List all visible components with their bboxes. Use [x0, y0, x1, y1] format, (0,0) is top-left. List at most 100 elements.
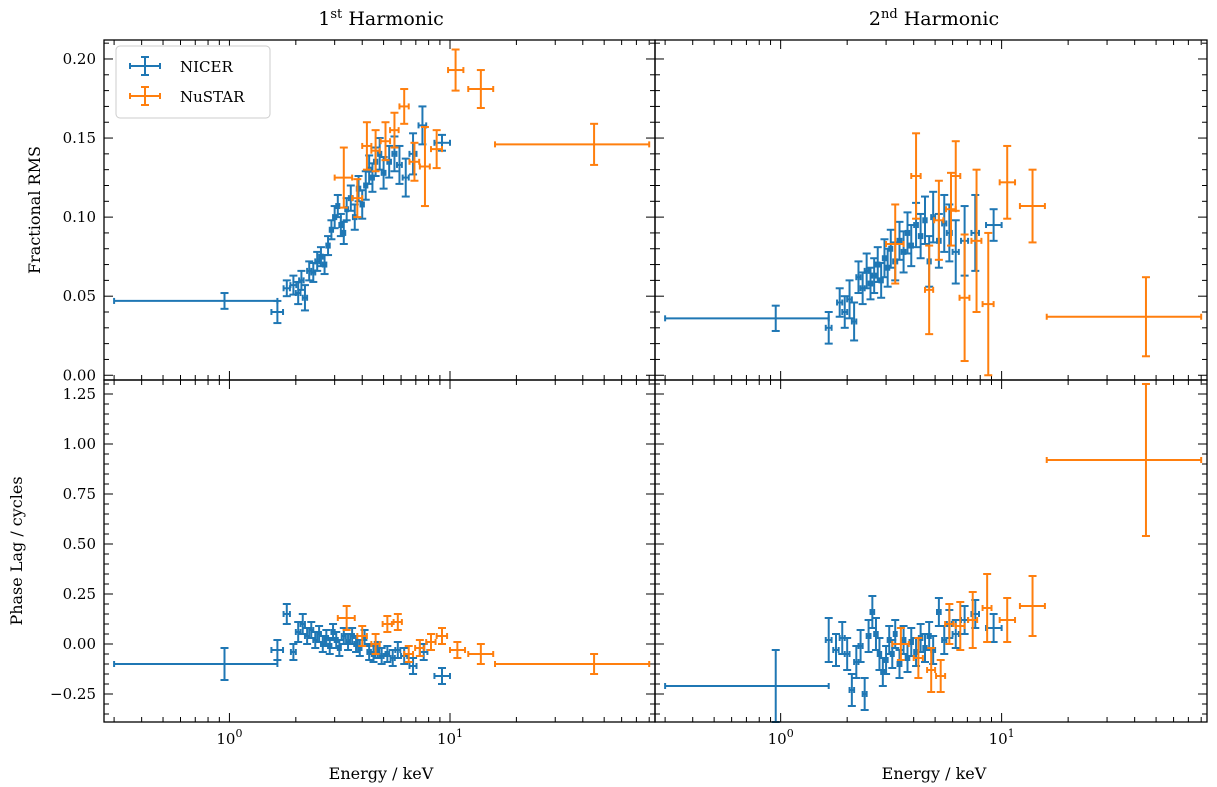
data-point-nustar: [467, 69, 495, 109]
data-point-nicer: [298, 613, 307, 635]
data-point-nustar: [336, 605, 356, 631]
data-point-nicer: [864, 619, 873, 653]
x-tick-label: 100: [768, 727, 794, 748]
data-point-nustar: [981, 573, 993, 643]
data-point-nicer: [282, 603, 291, 625]
data-point-nicer: [383, 645, 392, 663]
data-point-nustar: [351, 178, 364, 219]
panel-rms-first-harmonic: 0.00 0.05 0.10 0.15 0.20: [63, 39, 656, 384]
data-point-nustar: [467, 643, 495, 665]
data-point-nicer: [365, 643, 374, 661]
data-point-nicer: [358, 189, 367, 220]
data-point-nustar: [891, 627, 910, 661]
data-point-nustar: [381, 615, 393, 633]
data-point-nicer: [297, 269, 306, 291]
data-point-nicer: [882, 645, 891, 675]
xlabel-right: Energy / keV: [882, 764, 987, 783]
data-point-nustar: [392, 613, 403, 631]
axes-frame: [654, 379, 1208, 723]
y-tick-label: −0.25: [50, 685, 96, 703]
legend: NICER NuSTAR: [115, 45, 271, 119]
y-tick-label: 0.00: [63, 366, 96, 384]
data-point-nicer: [843, 637, 852, 671]
x-tick-label: 101: [989, 727, 1015, 748]
data-point-nicer: [401, 157, 410, 198]
data-point-nicer: [335, 639, 344, 657]
data-point-nicer: [862, 252, 871, 290]
data-point-nicer: [824, 311, 833, 345]
data-point-nicer: [970, 193, 981, 272]
data-point-nicer: [866, 266, 875, 301]
data-point-nicer: [895, 649, 904, 679]
data-point-nustar: [425, 633, 437, 651]
data-point-nicer: [408, 657, 418, 675]
data-point-nustar: [958, 233, 971, 363]
data-point-nicer: [940, 193, 949, 253]
data-point-nicer: [850, 301, 859, 342]
data-point-nicer: [113, 292, 279, 310]
data-point-nustar: [967, 591, 979, 649]
data-point-nustar: [933, 179, 945, 261]
data-point-nustar: [949, 140, 962, 212]
y-tick-label: 0.20: [63, 50, 96, 68]
data-point-nicer: [845, 279, 854, 320]
data-point-nicer: [940, 625, 949, 655]
data-point-nustar: [403, 645, 415, 663]
data-point-nicer: [831, 633, 840, 667]
axes-frame: [654, 39, 1208, 381]
data-point-nicer: [307, 621, 316, 639]
data-point-nicer: [664, 649, 830, 723]
data-point-nustar: [356, 625, 368, 647]
title-right: 2nd Harmonic: [869, 7, 999, 30]
y-tick-label: 1.00: [63, 435, 96, 453]
data-point-nicer: [920, 195, 929, 245]
data-point-nustar: [435, 627, 449, 645]
data-point-nicer: [854, 260, 863, 295]
ylabel-bottom: Phase Lag / cycles: [7, 476, 26, 625]
data-point-nicer: [289, 274, 298, 296]
data-point-nustar: [398, 88, 410, 125]
data-point-nicer: [355, 639, 364, 657]
y-tick-label: 0.75: [63, 485, 96, 503]
data-point-nicer: [300, 284, 309, 312]
data-point-nustar: [361, 121, 373, 171]
data-point-nustar: [970, 168, 983, 313]
xlabel-left: Energy / keV: [329, 764, 434, 783]
data-point-nustar: [429, 129, 444, 170]
data-point-nustar: [447, 48, 465, 92]
data-point-nustar: [333, 146, 354, 209]
data-point-nicer: [934, 597, 943, 627]
legend-box: [115, 45, 271, 119]
title-left: 1st Harmonic: [318, 7, 443, 30]
data-point-nustar: [379, 121, 392, 162]
data-point-nicer: [916, 212, 925, 260]
data-point-nicer: [368, 162, 377, 193]
data-point-nicer: [907, 224, 916, 268]
data-point-nicer: [289, 643, 298, 661]
data-point-nustar: [981, 231, 995, 377]
data-point-nustar: [912, 637, 924, 679]
data-point-nustar: [414, 639, 426, 657]
data-point-nicer: [408, 132, 418, 176]
data-point-nustar: [494, 122, 651, 166]
data-point-nustar: [954, 601, 966, 651]
data-point-nicer: [985, 208, 1003, 242]
y-tick-label: 0.00: [63, 635, 96, 653]
y-tick-label: 1.25: [63, 385, 96, 403]
data-point-nustar: [998, 597, 1017, 643]
data-point-nicer: [113, 647, 279, 681]
data-point-nicer: [339, 220, 348, 245]
data-point-nicer: [377, 647, 386, 665]
data-point-nustar: [998, 144, 1017, 220]
data-point-nicer: [860, 677, 869, 711]
panel-lag-first-harmonic: −0.25 0.00 0.25 0.50 0.75 1.00 1.25 100 101: [50, 379, 656, 748]
axes-frame: [103, 379, 656, 723]
data-point-nustar: [935, 659, 947, 693]
data-point-nustar: [389, 111, 400, 149]
data-point-nicer: [899, 230, 908, 274]
data-point-nustar: [418, 125, 431, 208]
data-point-nicer: [856, 629, 865, 663]
x-tick-label: 101: [437, 727, 463, 748]
data-point-nustar: [910, 132, 922, 220]
data-point-nicer: [951, 219, 960, 285]
